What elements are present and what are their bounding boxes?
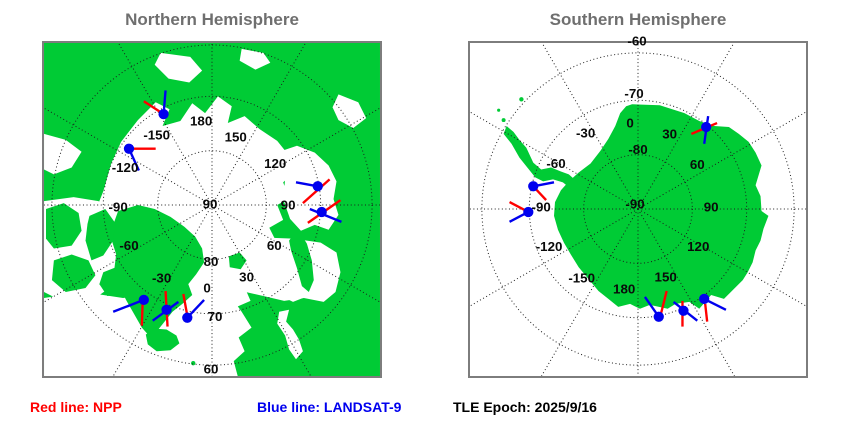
grid-label: 90 [704,200,719,215]
satellite-marker [699,293,710,305]
land-islet [519,97,524,102]
ocean-shape [332,94,367,128]
land-shape [85,209,116,261]
grid-label: -70 [624,86,643,101]
north-map-svg: 180 150 -150 120 -120 90 -90 90 60 -60 30 -30 0 80 70 6… [44,43,380,377]
grid-label: 60 [204,362,219,377]
npp-legend-label: Red line: NPP [30,399,122,415]
grid-label: -90 [625,197,644,212]
satellite-layer [112,90,342,327]
satellite-marker [182,312,193,323]
land-islet [497,108,501,112]
satellite-marker [138,294,149,306]
npp-track-line [659,290,668,316]
tle-epoch-label: TLE Epoch: 2025/9/16 [453,399,597,415]
grid-label: -150 [143,127,170,142]
grid-label: -30 [152,271,171,286]
graticule-layer [470,43,806,376]
grid-label: 60 [267,238,282,253]
grid-label: -80 [628,142,647,157]
land-shape [289,230,314,293]
grid-label: 120 [687,239,709,254]
ocean-shape [154,52,203,83]
ocean-shape [233,237,341,302]
north-hemisphere-title: Northern Hemisphere [125,10,299,29]
ocean-shape [239,48,271,70]
grid-label: -60 [546,156,565,171]
land-shape [554,104,769,309]
satellite-marker [701,121,712,133]
landsat9-track-line [309,207,342,223]
grid-label: 60 [690,157,705,172]
grid-label: 150 [655,270,677,285]
satellite-marker [123,143,135,154]
satellite-marker [312,181,323,192]
grid-labels-layer: 180 150 -150 120 -120 90 -90 90 60 -60 30 -30 0 80 70 6… [108,114,295,377]
grid-labels-layer: -60 -70 0 30 -30 -80 60 -60 -90 90 -90 120 -120 150 -1… [532,34,719,297]
satellite-marker [316,206,327,218]
grid-label: 70 [208,309,223,324]
land-shape [503,126,581,191]
satellite-marker [158,109,169,120]
latitude-ring [528,99,748,319]
ocean-shape [44,133,82,175]
south-map-layers [470,43,806,376]
satellite-marker [161,304,172,315]
ocean-shape [285,288,303,302]
grid-label: -60 [627,34,646,49]
latitude-ring [481,52,795,366]
npp-track-line [302,178,331,204]
latitude-ring [102,95,322,315]
landsat9-legend-label: Blue line: LANDSAT-9 [257,399,402,415]
grid-label: 90 [281,198,296,213]
grid-label: 30 [662,126,677,141]
grid-label: 180 [613,282,635,297]
npp-track-line [182,293,189,316]
grid-label: 0 [626,116,633,131]
grid-label: -90 [108,200,127,215]
south-hemisphere-map: -60 -70 0 30 -30 -80 60 -60 -90 90 -90 120 -120 150 -1… [468,34,808,378]
satellite-layer [508,115,727,327]
north-map-layers [44,43,380,376]
satellite-marker [523,206,534,218]
grid-label: 180 [190,114,212,129]
grid-label: 80 [204,254,219,269]
land-shape [145,328,180,352]
grid-label: -120 [112,160,139,175]
landsat9-track-line [112,298,145,313]
land-shape [51,254,96,293]
north-hemisphere-map: 180 150 -150 120 -120 90 -90 90 60 -60 30 -30 0 80 70 6… [42,41,382,378]
grid-label: 90 [203,197,218,212]
grid-label: 30 [239,270,254,285]
land-shape [228,252,247,270]
grid-label: -120 [536,239,563,254]
satellite-marker [528,181,539,192]
ocean-shape [277,309,303,360]
satellite-marker [678,305,689,316]
grid-label: 0 [203,281,210,296]
south-map-svg: -60 -70 0 30 -30 -80 60 -60 -90 90 -90 120 -120 150 -1… [470,34,806,376]
grid-label: -90 [532,200,551,215]
land-islet [501,118,506,123]
grid-label: -150 [568,271,595,286]
grid-label: -60 [119,238,138,253]
grid-label: 120 [264,156,286,171]
land-shape [99,266,128,296]
grid-label: 150 [225,129,247,144]
graticule-layer [44,43,380,376]
land-islet [191,360,196,366]
npp-track-line [704,303,709,322]
south-hemisphere-title: Southern Hemisphere [549,10,727,29]
satellite-marker [653,311,664,322]
grid-label: -30 [576,125,595,140]
